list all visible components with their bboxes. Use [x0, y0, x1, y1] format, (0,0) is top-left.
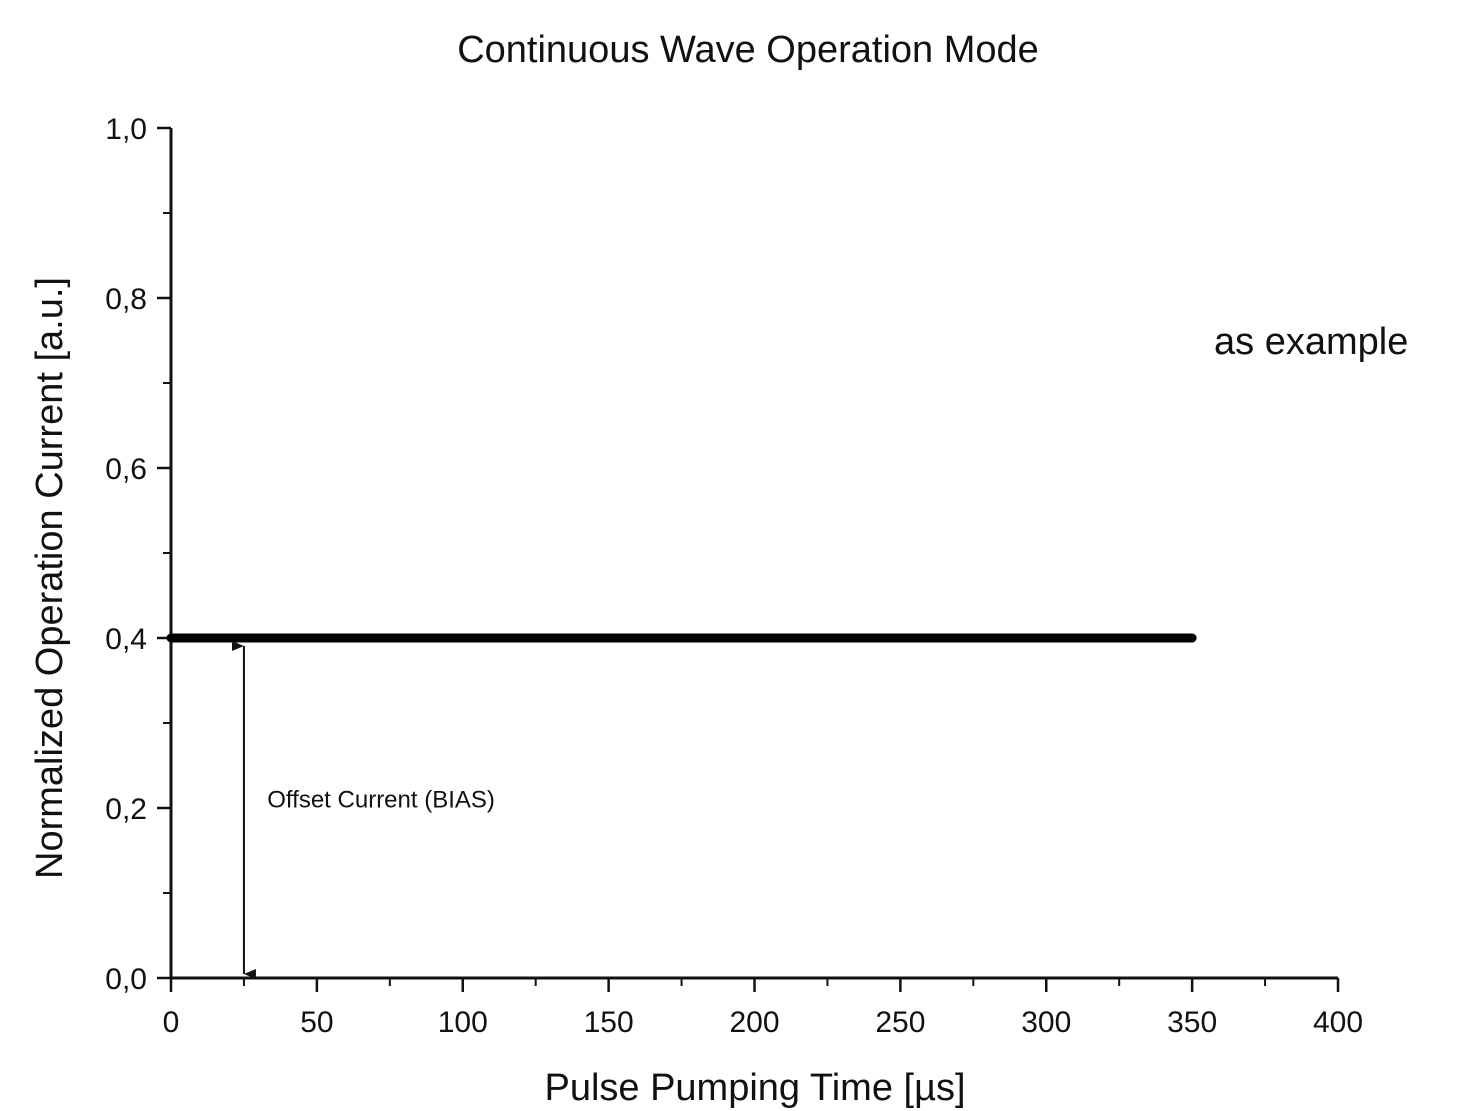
y-axis-label: Normalized Operation Current [a.u.]	[29, 277, 71, 879]
x-tick-label: 400	[1313, 1006, 1363, 1039]
x-tick-label: 250	[875, 1006, 925, 1039]
y-tick-label: 0,2	[105, 793, 147, 826]
x-tick-label: 200	[729, 1006, 779, 1039]
side-note: as example	[1214, 321, 1408, 363]
offset-current-label: Offset Current (BIAS)	[267, 787, 495, 814]
annotation-layer: Offset Current (BIAS)	[231, 641, 495, 979]
x-axis-label: Pulse Pumping Time [µs]	[544, 1067, 965, 1109]
x-axis-ticks: 0 50 100 150 200 250 300 350 400	[163, 978, 1363, 1039]
chart-title: Continuous Wave Operation Mode	[457, 29, 1039, 71]
y-axis-ticks: 0,0 0,2 0,4 0,6 0,8 1,0	[105, 113, 171, 996]
y-tick-label: 0,8	[105, 283, 147, 316]
x-tick-label: 150	[584, 1006, 634, 1039]
y-tick-label: 0,0	[105, 963, 147, 996]
x-tick-label: 300	[1021, 1006, 1071, 1039]
y-tick-label: 0,4	[105, 623, 147, 656]
y-tick-label: 0,6	[105, 453, 147, 486]
x-tick-label: 100	[438, 1006, 488, 1039]
x-tick-label: 350	[1167, 1006, 1217, 1039]
y-tick-label: 1,0	[105, 113, 147, 146]
x-tick-label: 50	[300, 1006, 333, 1039]
x-tick-label: 0	[163, 1006, 180, 1039]
